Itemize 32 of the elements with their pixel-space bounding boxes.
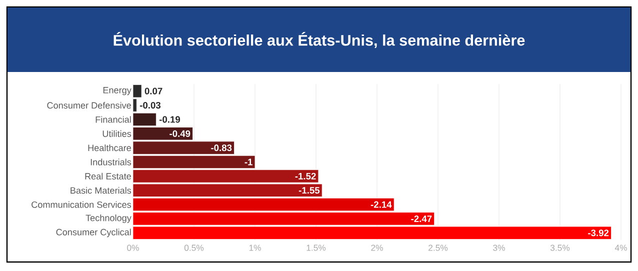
x-tick-label: 3.5% — [550, 244, 570, 251]
y-tick-label: Industrials — [90, 158, 132, 166]
annotation: -0.83 — [211, 144, 232, 152]
annotation: -0.49 — [170, 130, 190, 137]
annotation: -1 — [244, 158, 252, 166]
y-tick-label: Technology — [86, 214, 132, 223]
annotation: -0.03 — [140, 102, 161, 109]
x-tick-label: 1% — [249, 244, 261, 251]
annotation: -1.52 — [295, 172, 316, 180]
annotation: -2.14 — [370, 201, 392, 208]
annotation: 0.07 — [144, 88, 162, 94]
x-tick-label: 0.5% — [184, 244, 204, 251]
chart-title: Évolution sectorielle aux États-Unis, la semaine dernière — [114, 32, 525, 48]
y-tick-label: Consumer Defensive — [47, 102, 131, 109]
x-tick-label: 4% — [614, 244, 627, 251]
x-tick-label: 2% — [371, 244, 383, 251]
y-tick-label: Basic Materials — [70, 187, 132, 194]
y-tick-label: Financial — [96, 116, 131, 123]
y-tick-label: Utilities — [102, 130, 132, 137]
y-tick-label: Energy — [103, 87, 132, 96]
annotation: -0.19 — [159, 116, 180, 123]
x-tick-label: 2.5% — [428, 244, 448, 251]
annotation: -1.55 — [298, 187, 320, 194]
y-tick-label: Communication Services — [32, 201, 132, 208]
y-tick-label: Consumer Cyclical — [56, 228, 131, 238]
annotation: -2.47 — [411, 215, 432, 222]
y-tick-label: Real Estate — [85, 172, 131, 180]
annotation: -3.92 — [588, 230, 609, 236]
x-tick-label: 1.5% — [306, 244, 326, 251]
x-tick-label: 0% — [127, 244, 139, 251]
y-tick-label: Healthcare — [88, 144, 131, 152]
x-tick-label: 3% — [493, 244, 505, 251]
